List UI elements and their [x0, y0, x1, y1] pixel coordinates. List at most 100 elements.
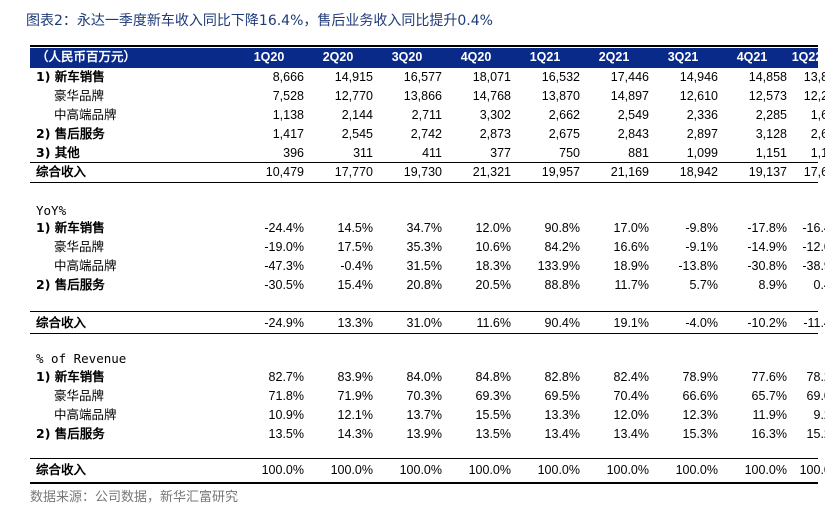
table-cell: 12.0%: [475, 221, 511, 235]
table-cell: -9.8%: [685, 221, 718, 235]
table-cell: 2,675: [548, 127, 580, 141]
table-cell: 2,545: [341, 127, 373, 141]
table-cell: 411: [422, 146, 442, 160]
table-cell: 69.3%: [475, 389, 511, 403]
table-cell: -17.8%: [747, 221, 787, 235]
table-cell: 3,128: [755, 127, 787, 141]
table-cell: 12,200: [803, 89, 825, 103]
table-cell: 82.8%: [544, 370, 580, 384]
table-cell: 31.5%: [406, 259, 442, 273]
table-cell: -12.0%: [802, 240, 825, 254]
table-cell: -14.9%: [747, 240, 787, 254]
table-cell: 9.2%: [813, 408, 825, 422]
table-row: 2) 售后服务 -30.5% 15.4% 20.8% 20.5% 88.8% 11.7% 5.…: [30, 276, 825, 294]
table-cell: 100.0%: [675, 463, 718, 477]
figure-title: 图表2：永达一季度新车收入同比下降16.4%，售后业务收入同比提升0.4%: [26, 13, 493, 29]
table-cell: 100.0%: [537, 463, 580, 477]
table-cell: 10.9%: [268, 408, 304, 422]
table-cell: 19,730: [403, 165, 442, 179]
table-cell: -13.8%: [678, 259, 718, 273]
table-cell: 17.0%: [613, 221, 649, 235]
row-label: 1) 新车销售: [36, 369, 105, 384]
row-label: 3) 其他: [36, 145, 80, 160]
table-cell: 13.3%: [544, 408, 580, 422]
table-cell: 1,138: [272, 108, 304, 122]
table-cell: 1,627: [810, 108, 825, 122]
table-cell: 2,685: [810, 127, 825, 141]
row-label: 豪华品牌: [54, 388, 105, 403]
table-row: 中高端品牌 -47.3% -0.4% 31.5% 18.3% 133.9% 18.9% -13…: [30, 257, 825, 275]
table-cell: 2,549: [617, 108, 649, 122]
table-cell: 13.9%: [406, 427, 442, 441]
row-label: 豪华品牌: [54, 239, 105, 254]
table-cell: 17,680: [803, 165, 825, 179]
top-rule: [30, 45, 818, 47]
table-cell: 21,321: [472, 165, 511, 179]
table-cell: 71.9%: [337, 389, 373, 403]
table-cell: -19.0%: [264, 240, 304, 254]
table-cell: 8.9%: [758, 278, 788, 292]
table-row: 豪华品牌 7,528 12,770 13,866 14,768 13,870 14,897 1…: [30, 87, 825, 105]
table-cell: 71.8%: [268, 389, 304, 403]
column-header: 4Q21: [736, 50, 768, 64]
table-cell: 2,897: [686, 127, 718, 141]
table-cell: 13.7%: [406, 408, 442, 422]
table-cell: 10,479: [265, 165, 304, 179]
row-label: 综合收入: [36, 462, 87, 477]
share-section-title: % of Revenue: [36, 351, 127, 366]
table-cell: 69.0%: [806, 389, 825, 403]
table-row: 1) 新车销售 8,666 14,915 16,577 18,071 16,532 17,4…: [30, 68, 825, 86]
row-label: 豪华品牌: [54, 88, 105, 103]
table-cell: 15.3%: [682, 427, 718, 441]
row-label: 中高端品牌: [54, 407, 117, 422]
table-cell: 16.3%: [751, 427, 787, 441]
table-cell: 12.3%: [682, 408, 718, 422]
table-cell: 66.6%: [682, 389, 718, 403]
table-cell: 84.8%: [475, 370, 511, 384]
table-cell: 750: [559, 146, 580, 160]
table-cell: 100.0%: [744, 463, 787, 477]
column-header: 3Q21: [667, 50, 699, 64]
table-cell: 16,532: [541, 70, 580, 84]
table-cell: 69.5%: [544, 389, 580, 403]
table-row: 综合收入 100.0% 100.0% 100.0% 100.0% 100.0% 100.0%…: [30, 461, 825, 479]
table-cell: 35.3%: [406, 240, 442, 254]
column-header: 1Q21: [529, 50, 561, 64]
table-rule: [30, 311, 818, 312]
table-cell: 14.3%: [337, 427, 373, 441]
table-cell: 17,446: [610, 70, 649, 84]
table-cell: 19,137: [748, 165, 787, 179]
table-cell: 13,866: [403, 89, 442, 103]
table-cell: 70.3%: [406, 389, 442, 403]
table-cell: 12.1%: [337, 408, 373, 422]
table-cell: 14,768: [472, 89, 511, 103]
table-row: 3) 其他 396 311 411 377 750 881 1,099 1,151 1,168: [30, 144, 825, 162]
table-cell: 78.9%: [682, 370, 718, 384]
table-cell: 18,942: [679, 165, 718, 179]
table-cell: 82.4%: [613, 370, 649, 384]
table-cell: 13.5%: [268, 427, 304, 441]
table-cell: 84.0%: [406, 370, 442, 384]
table-cell: 100.0%: [799, 463, 825, 477]
table-cell: 377: [490, 146, 511, 160]
table-cell: 15.4%: [337, 278, 373, 292]
table-cell: 84.2%: [544, 240, 580, 254]
table-cell: 2,336: [686, 108, 718, 122]
table-cell: 100.0%: [399, 463, 442, 477]
table-row: 中高端品牌 10.9% 12.1% 13.7% 15.5% 13.3% 12.0% 12.3%…: [30, 406, 825, 424]
table-cell: 13.3%: [337, 316, 373, 330]
table-cell: -38.9%: [802, 259, 825, 273]
table-cell: 90.8%: [544, 221, 580, 235]
table-cell: 18.9%: [613, 259, 649, 273]
row-label: 中高端品牌: [54, 107, 117, 122]
table-cell: 13.4%: [613, 427, 649, 441]
table-cell: 14,915: [334, 70, 373, 84]
table-cell: -16.4%: [802, 221, 825, 235]
row-label: 综合收入: [36, 164, 87, 179]
table-cell: 12,770: [334, 89, 373, 103]
table-cell: 16,577: [403, 70, 442, 84]
table-cell: 1,099: [686, 146, 718, 160]
table-cell: 311: [353, 146, 373, 160]
table-cell: 14,897: [610, 89, 649, 103]
table-rule: [30, 458, 818, 459]
